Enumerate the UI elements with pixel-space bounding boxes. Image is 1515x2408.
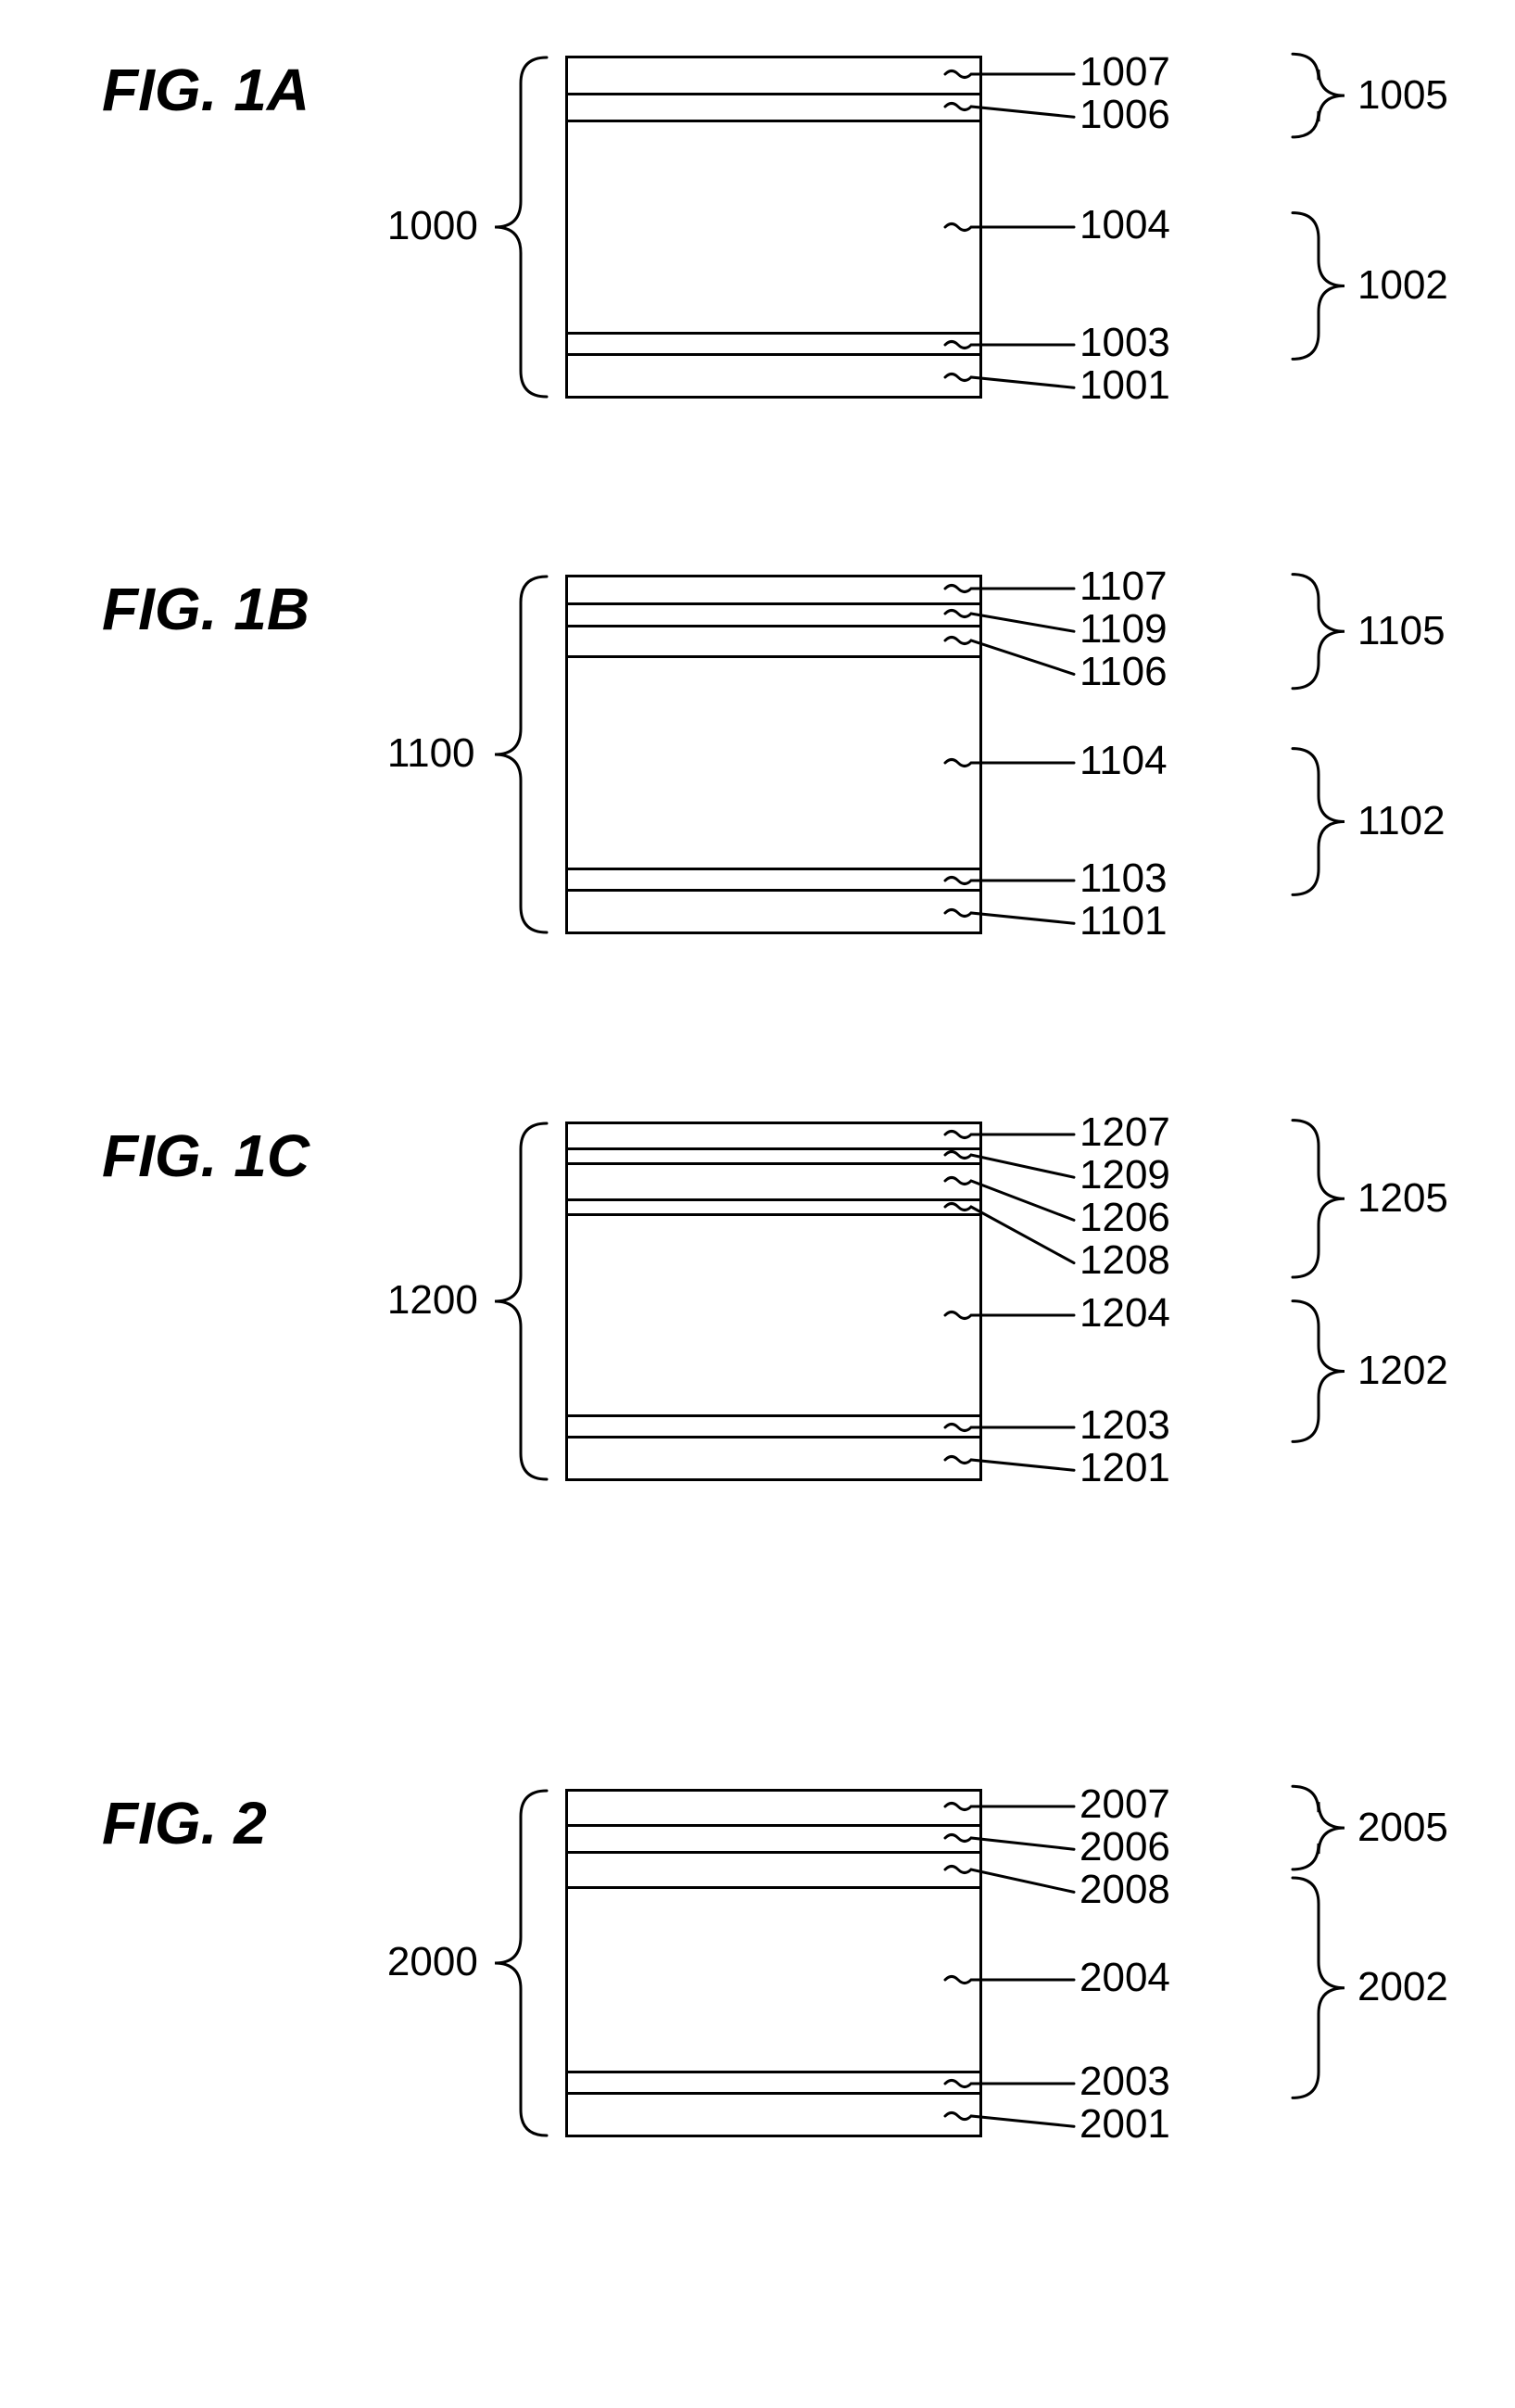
fig1b-brace-label-1105: 1105 xyxy=(1357,608,1446,654)
fig1a-l1007 xyxy=(568,58,979,95)
fig1b-label-1109: 1109 xyxy=(1079,606,1168,653)
fig1c-label-1204: 1204 xyxy=(1079,1290,1170,1337)
fig1b-l1104 xyxy=(568,658,979,869)
fig1b-stack xyxy=(565,575,982,934)
fig2-label-2008: 2008 xyxy=(1079,1867,1170,1913)
fig1c-l1204 xyxy=(568,1216,979,1416)
fig1a-l1004 xyxy=(568,122,979,334)
fig1b-label-1101: 1101 xyxy=(1079,898,1168,944)
fig2-l2004 xyxy=(568,1889,979,2072)
fig1a-label-1004: 1004 xyxy=(1079,202,1170,248)
fig1b-label-1107: 1107 xyxy=(1079,564,1168,610)
fig1a-brace-label-1005: 1005 xyxy=(1357,72,1448,119)
fig1c-brace-label-1205: 1205 xyxy=(1357,1175,1448,1222)
fig1c-title: FIG. 1C xyxy=(102,1122,309,1190)
fig1a-l1001 xyxy=(568,356,979,399)
fig1a-title: FIG. 1A xyxy=(102,56,309,124)
fig2-label-2004: 2004 xyxy=(1079,1955,1170,2001)
fig1b-label-1104: 1104 xyxy=(1079,738,1168,784)
fig2-brace-label-2005: 2005 xyxy=(1357,1805,1448,1851)
fig1b-l1109 xyxy=(568,605,979,627)
fig1a-label-1001: 1001 xyxy=(1079,362,1170,409)
fig1a-l1003 xyxy=(568,335,979,357)
fig1a-label-1006: 1006 xyxy=(1079,92,1170,138)
fig2-brace-label-2002: 2002 xyxy=(1357,1964,1448,2010)
page-root: FIG. 1A 10071006 1004 10031001 1005 1002 1000 F… xyxy=(0,0,1515,2408)
fig1c-brace-label-1202: 1202 xyxy=(1357,1348,1448,1394)
fig2-l2001 xyxy=(568,2095,979,2137)
fig2-label-2003: 2003 xyxy=(1079,2059,1170,2105)
fig1a-main-label: 1000 xyxy=(387,203,478,249)
fig2-l2003 xyxy=(568,2073,979,2096)
fig2-title: FIG. 2 xyxy=(102,1789,267,1857)
fig1a-label-1003: 1003 xyxy=(1079,320,1170,366)
fig1b-l1106 xyxy=(568,627,979,659)
fig1c-l1203 xyxy=(568,1417,979,1439)
fig1c-l1207 xyxy=(568,1124,979,1150)
fig1b-main-label: 1100 xyxy=(387,730,475,777)
fig1b-label-1103: 1103 xyxy=(1079,855,1168,902)
fig1a-stack xyxy=(565,56,982,399)
fig1c-label-1206: 1206 xyxy=(1079,1195,1170,1241)
fig1b-l1101 xyxy=(568,892,979,934)
fig1b-title: FIG. 1B xyxy=(102,575,309,643)
fig1c-l1209 xyxy=(568,1150,979,1165)
fig1c-label-1201: 1201 xyxy=(1079,1445,1170,1491)
fig1c-label-1207: 1207 xyxy=(1079,1109,1170,1156)
fig1b-l1107 xyxy=(568,577,979,605)
fig2-l2006 xyxy=(568,1827,979,1855)
fig1c-label-1209: 1209 xyxy=(1079,1152,1170,1198)
fig1b-l1103 xyxy=(568,870,979,893)
fig1c-l1206 xyxy=(568,1165,979,1202)
fig2-stack xyxy=(565,1789,982,2137)
fig2-l2007 xyxy=(568,1792,979,1827)
fig1c-l1208 xyxy=(568,1201,979,1216)
fig1a-brace-label-1002: 1002 xyxy=(1357,262,1448,309)
fig1b-label-1106: 1106 xyxy=(1079,649,1168,695)
fig1c-label-1203: 1203 xyxy=(1079,1402,1170,1449)
fig2-label-2006: 2006 xyxy=(1079,1824,1170,1870)
fig1c-stack xyxy=(565,1122,982,1481)
fig1c-label-1208: 1208 xyxy=(1079,1237,1170,1284)
fig1b-brace-label-1102: 1102 xyxy=(1357,798,1446,844)
fig1c-main-label: 1200 xyxy=(387,1277,478,1324)
fig1a-l1006 xyxy=(568,95,979,123)
fig2-l2008 xyxy=(568,1854,979,1889)
fig1a-label-1007: 1007 xyxy=(1079,49,1170,95)
fig2-main-label: 2000 xyxy=(387,1939,478,1985)
fig2-label-2001: 2001 xyxy=(1079,2101,1170,2148)
fig2-label-2007: 2007 xyxy=(1079,1781,1170,1828)
fig1c-l1201 xyxy=(568,1438,979,1481)
